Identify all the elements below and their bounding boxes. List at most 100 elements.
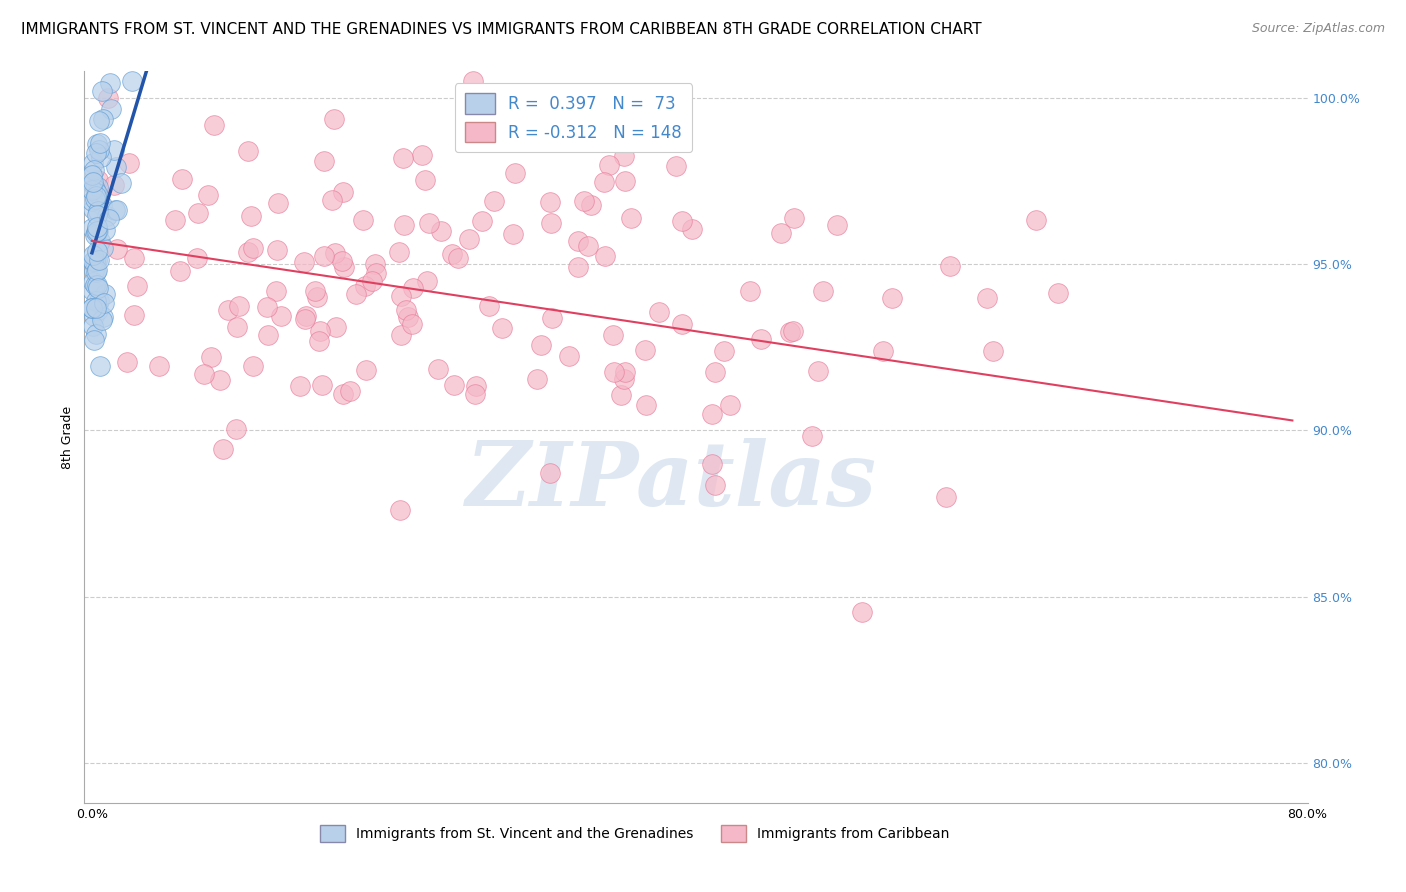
Point (239, 210, 262, 224)
Y-axis label: 8th Grade: 8th Grade (60, 406, 75, 468)
Point (579, 198, 602, 212)
Point (567, 260, 589, 274)
Point (236, 145, 259, 159)
Point (80, 176, 103, 190)
Point (236, 245, 259, 260)
Point (602, 366, 624, 380)
Point (364, 266, 387, 280)
Point (91, 312, 114, 326)
Point (322, 112, 344, 126)
Point (613, 372, 636, 386)
Point (478, 299, 501, 313)
Point (402, 281, 425, 295)
Point (121, 74, 143, 88)
Point (325, 320, 347, 334)
Point (82, 255, 104, 269)
Point (540, 216, 562, 230)
Point (257, 327, 280, 342)
Point (89, 136, 111, 151)
Point (104, 161, 127, 175)
Point (671, 317, 693, 331)
Point (172, 171, 194, 186)
Point (851, 605, 873, 619)
Point (84, 145, 107, 160)
Point (681, 222, 703, 236)
Point (294, 312, 316, 326)
Point (82, 183, 104, 197)
Point (110, 176, 132, 190)
Point (217, 303, 239, 318)
Text: ZIPatlas: ZIPatlas (465, 438, 877, 524)
Point (84, 264, 107, 278)
Point (82, 194, 104, 209)
Point (193, 368, 215, 382)
Point (82, 202, 104, 217)
Point (443, 378, 465, 392)
Point (703, 365, 725, 379)
Point (782, 324, 804, 338)
Point (401, 317, 423, 331)
Point (464, 378, 486, 392)
Point (827, 218, 849, 232)
Point (104, 202, 127, 217)
Point (505, 166, 527, 180)
Point (122, 251, 145, 265)
Point (305, 290, 328, 304)
Point (187, 206, 209, 220)
Point (91, 310, 114, 325)
Point (332, 386, 354, 401)
Point (311, 377, 333, 392)
Point (202, 119, 225, 133)
Point (86, 262, 108, 277)
Point (308, 334, 330, 348)
Point (749, 332, 772, 346)
Legend: Immigrants from St. Vincent and the Grenadines, Immigrants from Caribbean: Immigrants from St. Vincent and the Gren… (315, 819, 955, 847)
Point (86, 301, 108, 315)
Point (86, 203, 108, 218)
Point (86, 278, 108, 293)
Point (83, 182, 105, 196)
Point (464, 386, 486, 401)
Point (312, 153, 335, 168)
Point (354, 279, 377, 293)
Point (89, 359, 111, 373)
Point (148, 359, 170, 373)
Point (84, 189, 107, 203)
Point (290, 378, 312, 392)
Point (242, 241, 264, 255)
Point (538, 194, 561, 209)
Point (89, 143, 111, 157)
Point (702, 457, 724, 471)
Point (471, 214, 494, 228)
Point (659, 91, 682, 105)
Point (364, 258, 387, 272)
Point (228, 299, 250, 313)
Point (740, 285, 762, 299)
Point (330, 254, 353, 268)
Point (872, 343, 894, 358)
Point (225, 422, 247, 436)
Point (80, 220, 103, 235)
Point (665, 159, 688, 173)
Point (312, 249, 335, 263)
Point (200, 350, 222, 364)
Point (636, 398, 658, 412)
Point (82, 301, 104, 315)
Point (84, 277, 107, 292)
Point (613, 365, 636, 379)
Point (103, 143, 125, 157)
Point (87, 114, 110, 128)
Point (270, 309, 292, 323)
Point (811, 284, 834, 298)
Point (266, 243, 288, 257)
Point (86, 244, 108, 259)
Point (574, 194, 596, 208)
Point (389, 328, 412, 343)
Point (115, 354, 138, 368)
Point (86, 173, 108, 187)
Point (576, 239, 599, 253)
Point (389, 288, 412, 302)
Point (426, 362, 449, 376)
Point (122, 308, 145, 322)
Point (86, 253, 108, 268)
